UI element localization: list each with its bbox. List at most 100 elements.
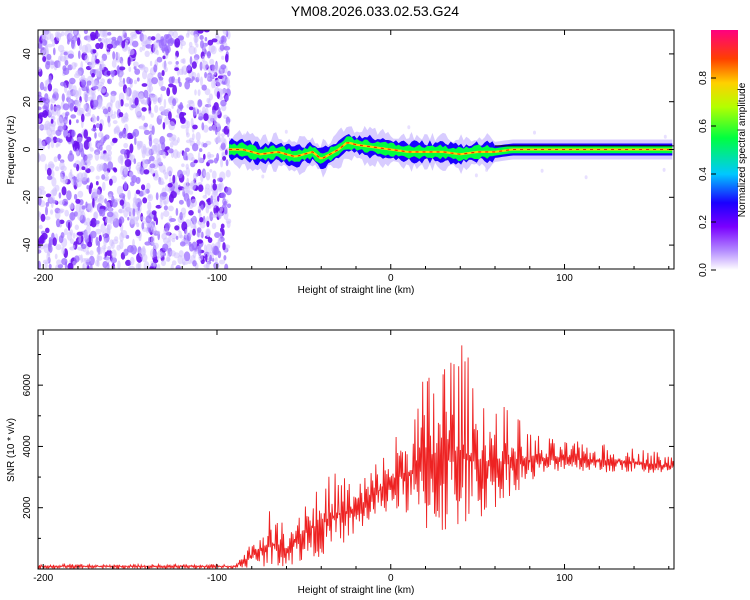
spectrogram-noise-cell [135,229,141,237]
spectrogram-noise-cell [138,30,146,33]
spectrogram-noise-cell [130,31,137,37]
spectrogram-noise-cell [46,167,52,176]
spectrogram-noise-cell [146,210,151,215]
spectrogram-noise-cell [148,137,153,147]
spectrogram-noise-cell [55,143,59,148]
spectrogram-noise-cell [45,206,48,216]
spectrogram-noise-cell [214,257,218,264]
spectrogram-noise-cell [84,43,92,53]
spectrogram-noise-cell [178,199,184,205]
spectrogram-noise-cell [89,263,93,269]
spectrogram-noise-cell [200,204,204,210]
spectrogram-noise-cell [160,86,166,92]
spectrogram-noise-cell [67,221,71,231]
spectrogram-noise-cell [54,253,58,260]
spectrogram-noise-cell [177,255,184,265]
spectrogram-noise-cell [69,77,76,85]
spectrogram-noise-cell [127,56,131,67]
spectrogram-noise-cell [151,125,155,135]
spectrogram-noise-cell [174,225,180,231]
spectrogram-noise-cell [68,203,76,209]
spectrogram-noise-cell [474,173,478,178]
spectrogram-noise-cell [95,175,100,180]
spectrogram-noise-cell [188,210,194,216]
spectrogram-noise-cell [38,196,42,206]
spectrogram-noise-cell [118,99,122,109]
spectrogram-noise-cell [118,208,123,214]
spectrogram-noise-cell [119,154,124,162]
spectrogram-noise-cell [217,177,223,182]
spectrogram-noise-cell [193,221,197,230]
spectrogram-noise-cell [540,168,544,173]
colorbar-gradient [711,30,738,270]
spectrogram-noise-cell [95,220,100,225]
spectrogram-noise-cell [52,237,57,247]
spectrogram-noise-cell [106,211,114,218]
spectrogram-noise-cell [206,261,210,269]
spectrogram-noise-cell [55,244,62,251]
spectrogram-noise-cell [63,122,67,130]
spectrogram-noise-cell [112,120,118,125]
spectrogram-noise-cell [118,216,125,224]
spectrogram-noise-cell [41,140,46,150]
spectrogram-noise-cell [61,93,65,102]
spectrogram-noise-cell [102,261,108,269]
spectrogram-noise-cell [41,232,48,240]
spectrogram-noise-cell [118,112,124,118]
spectrogram-noise-cell [57,61,61,69]
spectrogram-noise-cell [215,122,221,128]
spectrogram-noise-cell [85,251,90,256]
spectrogram-noise-cell [45,136,52,144]
spectrogram-noise-cell [220,99,227,107]
spectrogram-noise-cell [53,156,58,163]
spectrogram-noise-cell [197,184,204,192]
spectrogram-noise-cell [157,143,162,152]
spectrogram-noise-cell [52,187,58,197]
spectrogram-noise-cell [112,138,118,144]
spectrogram-noise-cell [78,50,81,59]
spectrogram-noise-cell [103,239,107,247]
spectrogram-noise-cell [108,206,113,213]
spectrogram-noise-cell [118,92,125,102]
spectrogram-noise-cell [227,121,230,130]
spectrogram-noise-cell [110,257,117,264]
snr-panel: -200 -100 0 100 2000 4000 6000 Height of strai… [6,329,675,596]
spectrogram-noise-cell [533,130,536,135]
spectrogram-noise-cell [210,195,214,205]
spectrogram-noise-cell [584,175,588,180]
spectrogram-noise-cell [142,197,148,204]
spectrogram-noise-cell [221,151,226,157]
spectrogram-noise-cell [205,243,213,254]
spectrogram-y-tick-label: 40 [22,48,33,60]
spectrogram-noise-cell [169,250,176,257]
spectrogram-noise-cell [135,176,141,185]
spectrogram-noise-cell [111,249,117,259]
spectrogram-noise-cell [193,33,199,39]
spectrogram-noise-cell [48,110,51,117]
spectrogram-noise-cell [151,210,157,216]
spectrogram-noise-cell [133,61,139,67]
spectrogram-noise-cell [84,257,91,263]
spectrogram-noise-cell [218,181,224,191]
spectrogram-noise-cell [192,260,197,267]
spectrogram-noise-cell [116,185,124,196]
spectrogram-noise-cell [126,245,134,253]
spectrogram-panel: -200 -100 0 100 40 20 0 -20 -40 Height of straig… [6,29,675,296]
spectrogram-signal-band [229,136,673,164]
spectrogram-noise-cell [132,131,136,137]
spectrogram-noise-cell [113,126,120,134]
spectrogram-noise-cell [56,259,62,266]
spectrogram-noise-cell [97,197,104,204]
spectrogram-noise-cell [141,45,146,51]
spectrogram-noise-cell [202,143,208,148]
spectrogram-noise-cell [215,35,222,45]
spectrogram-noise-cell [89,250,94,256]
spectrogram-noise-cell [222,75,226,82]
spectrogram-noise-cell [164,45,171,54]
spectrogram-noise-cell [96,68,103,78]
spectrogram-noise-cell [113,111,117,115]
spectrogram-noise-cell [211,222,217,230]
spectrogram-noise-cell [71,39,75,49]
spectrogram-noise-cell [123,154,128,160]
spectrogram-noise-cell [98,37,102,42]
